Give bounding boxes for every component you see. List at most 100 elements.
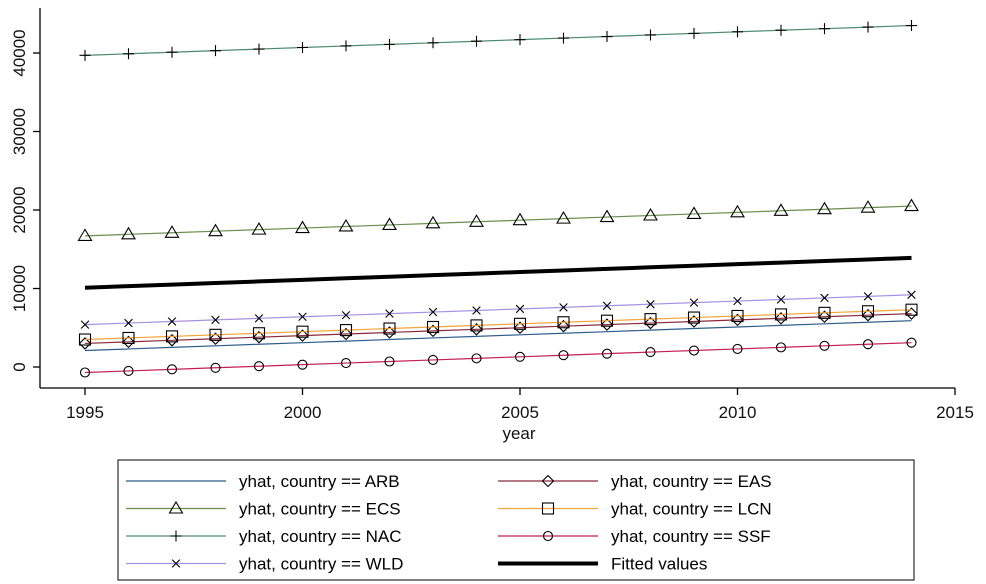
data-point bbox=[820, 293, 829, 303]
data-point bbox=[863, 292, 873, 301]
series-line-7 bbox=[84, 255, 912, 290]
data-point bbox=[774, 308, 788, 321]
data-point bbox=[906, 337, 917, 348]
data-point bbox=[906, 20, 917, 32]
data-point bbox=[166, 46, 178, 58]
data-point bbox=[644, 316, 657, 330]
x-tick-label: 2000 bbox=[284, 403, 322, 422]
legend-entry-5: yhat, country == SSF bbox=[498, 527, 771, 546]
data-point bbox=[384, 356, 395, 367]
data-point bbox=[776, 295, 786, 304]
legend-marker bbox=[541, 502, 555, 515]
data-point bbox=[686, 206, 702, 219]
data-point bbox=[77, 228, 93, 241]
x-tick-label: 2005 bbox=[501, 403, 539, 422]
legend-entry-4: yhat, country == NAC bbox=[126, 527, 402, 546]
data-point bbox=[340, 40, 352, 52]
legend-marker bbox=[171, 559, 181, 568]
data-point bbox=[297, 359, 308, 370]
data-point bbox=[427, 37, 439, 49]
data-point bbox=[905, 303, 918, 316]
legend-label: yhat, country == EAS bbox=[611, 472, 772, 491]
data-point bbox=[731, 313, 744, 327]
data-point bbox=[513, 317, 527, 330]
data-point bbox=[601, 31, 613, 43]
data-point bbox=[643, 207, 658, 221]
data-point bbox=[425, 215, 441, 229]
series-7 bbox=[84, 255, 912, 290]
data-point bbox=[600, 318, 614, 331]
data-point bbox=[471, 35, 482, 47]
data-point bbox=[208, 223, 223, 237]
data-point bbox=[251, 222, 267, 235]
legend-entry-2: yhat, country == ECS bbox=[126, 500, 401, 519]
data-point bbox=[558, 32, 569, 44]
data-point bbox=[818, 310, 831, 324]
data-point bbox=[426, 324, 440, 338]
data-point bbox=[862, 339, 874, 350]
series-5 bbox=[79, 337, 917, 378]
data-point bbox=[471, 353, 482, 364]
x-tick-label: 1995 bbox=[66, 403, 104, 422]
legend-label: yhat, country == ECS bbox=[239, 500, 401, 519]
data-point bbox=[428, 307, 438, 317]
data-point bbox=[166, 364, 178, 375]
legend-marker bbox=[541, 474, 555, 488]
data-point bbox=[602, 301, 612, 311]
data-point bbox=[818, 306, 831, 319]
data-point bbox=[646, 299, 655, 309]
data-point bbox=[688, 345, 700, 356]
series-0 bbox=[84, 320, 912, 352]
legend-label: yhat, country == SSF bbox=[611, 527, 771, 546]
data-point bbox=[79, 49, 91, 61]
data-point bbox=[210, 45, 221, 57]
data-point bbox=[298, 312, 307, 321]
data-point bbox=[731, 309, 744, 323]
y-tick-label: 0 bbox=[10, 362, 29, 371]
data-point bbox=[469, 214, 484, 227]
data-point bbox=[514, 351, 526, 362]
data-point bbox=[773, 203, 789, 216]
series-line-1 bbox=[84, 313, 912, 345]
legend-marker bbox=[168, 500, 184, 514]
data-point bbox=[732, 343, 743, 354]
data-point bbox=[165, 334, 179, 347]
data-point bbox=[211, 315, 220, 325]
data-point bbox=[470, 319, 483, 332]
data-point bbox=[295, 220, 310, 234]
legend-label: yhat, country == LCN bbox=[611, 500, 772, 519]
legend-marker bbox=[542, 530, 554, 542]
legend-entry-3: yhat, country == LCN bbox=[498, 500, 772, 519]
data-point bbox=[774, 312, 788, 325]
data-point bbox=[164, 225, 180, 238]
data-point bbox=[252, 330, 266, 344]
data-point bbox=[600, 314, 614, 327]
data-point bbox=[557, 316, 570, 329]
data-point bbox=[862, 21, 874, 33]
legend-entry-7: Fitted values bbox=[498, 555, 707, 574]
legend-label: yhat, country == NAC bbox=[239, 527, 402, 546]
data-point bbox=[209, 332, 222, 346]
data-point bbox=[861, 308, 875, 322]
data-point bbox=[559, 303, 568, 312]
data-point bbox=[904, 198, 919, 212]
data-point bbox=[775, 24, 787, 36]
data-point bbox=[122, 331, 135, 345]
data-point bbox=[122, 335, 135, 349]
data-point bbox=[78, 337, 92, 350]
legend-label: yhat, country == ARB bbox=[239, 472, 400, 491]
data-point bbox=[688, 27, 700, 39]
data-point bbox=[470, 323, 483, 336]
data-point bbox=[385, 309, 394, 318]
data-point bbox=[383, 322, 396, 335]
y-tick-label: 20000 bbox=[10, 186, 29, 233]
data-point bbox=[819, 340, 830, 351]
data-point bbox=[338, 218, 354, 232]
data-point bbox=[209, 328, 222, 341]
data-point bbox=[860, 200, 876, 213]
series-2 bbox=[77, 198, 919, 241]
legend-box bbox=[117, 459, 915, 581]
legend-marker bbox=[170, 530, 182, 542]
data-point bbox=[819, 23, 830, 35]
